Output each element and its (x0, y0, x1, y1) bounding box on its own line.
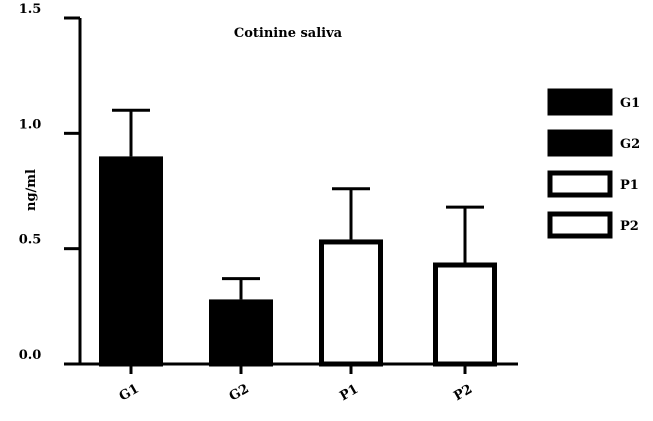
chart-title: Cotinine saliva (234, 26, 343, 41)
legend-swatch-g2 (547, 129, 613, 157)
y-tick-label: 1.0 (19, 117, 42, 132)
legend-label-g1: G1 (620, 96, 640, 111)
legend-label-p2: P2 (620, 219, 639, 234)
bar-p1 (319, 239, 383, 367)
x-tick-label-g2: G2 (227, 381, 252, 404)
bar-p2 (433, 262, 497, 367)
bars: G1 G2 P1 P2 (99, 108, 497, 405)
y-tick-label: 0.0 (19, 348, 42, 363)
y-axis-label: ng/ml (24, 169, 39, 211)
y-tick-label: 0.5 (19, 233, 42, 248)
y-tick-label: 1.5 (19, 2, 42, 17)
legend-label-p1: P1 (620, 178, 639, 193)
legend: G1 G2 P1 P2 (547, 88, 640, 239)
bar-g2 (209, 299, 273, 367)
legend-label-g2: G2 (620, 137, 640, 152)
legend-swatch-p1 (547, 170, 613, 198)
legend-swatch-p2 (547, 211, 613, 239)
bar-g1 (99, 156, 163, 367)
x-tick-label-p1: P1 (337, 382, 361, 404)
legend-swatch-g1 (547, 88, 613, 116)
x-tick-label-p2: P2 (451, 382, 475, 404)
x-tick-label-g1: G1 (117, 381, 142, 404)
